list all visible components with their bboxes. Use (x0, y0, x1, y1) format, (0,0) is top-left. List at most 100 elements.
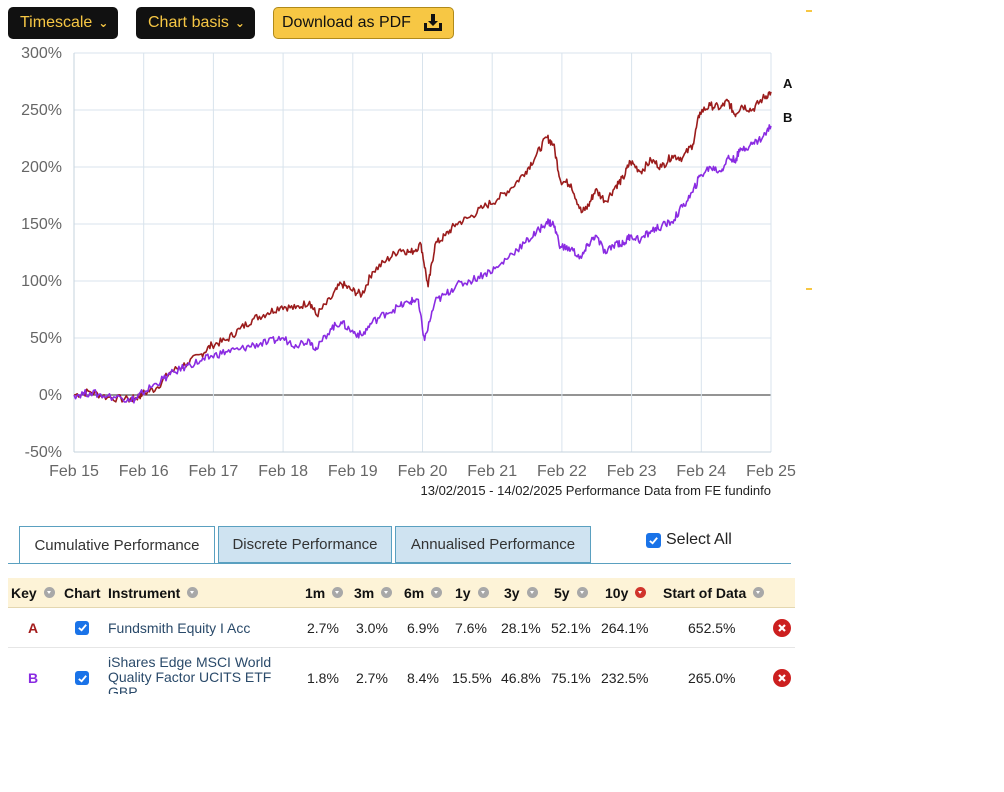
remove-icon (773, 618, 791, 637)
select-all-label: Select All (666, 531, 732, 548)
instrument-line: iShares Edge MSCI World (108, 654, 272, 670)
tab-label: Discrete Performance (232, 536, 378, 553)
x-tick-label: Feb 20 (398, 463, 448, 480)
chart-checkbox[interactable] (75, 620, 89, 635)
y-tick-label: 0% (39, 387, 62, 404)
x-tick-label: Feb 24 (676, 463, 726, 480)
row-key: B (28, 670, 39, 686)
check-icon (77, 674, 87, 683)
row-5y: 52.1% (551, 619, 591, 636)
chart-checkbox[interactable] (75, 671, 89, 685)
header-5y[interactable]: 5y (554, 578, 588, 607)
remove-icon (773, 669, 791, 687)
performance-chart: 300%250%200%150%100%50%0%-50% Feb 15 Feb … (21, 45, 796, 498)
row-instrument-link[interactable]: iShares Edge MSCI World Quality Factor U… (108, 654, 272, 695)
series-line-b (73, 124, 772, 404)
tab-divider (8, 563, 791, 564)
header-1y[interactable]: 1y (455, 578, 489, 607)
tab-discrete-performance[interactable]: Discrete Performance (218, 526, 392, 563)
sort-icon (381, 587, 393, 598)
x-tick-label: Feb 17 (188, 463, 238, 480)
chevron-down-icon: ⌄ (98, 16, 109, 30)
remove-row-button[interactable] (773, 608, 791, 647)
select-all-checkbox[interactable] (646, 532, 661, 548)
sort-icon (431, 587, 443, 598)
tab-cumulative-performance[interactable]: Cumulative Performance (19, 526, 215, 563)
row-5y: 75.1% (551, 670, 591, 686)
row-1m: 1.8% (307, 670, 339, 686)
header-1m[interactable]: 1m (305, 578, 344, 607)
check-icon (649, 536, 658, 545)
header-6m[interactable]: 6m (404, 578, 443, 607)
x-tick-label: Feb 22 (537, 463, 587, 480)
download-pdf-label: Download as PDF (282, 14, 411, 31)
y-axis-labels: 300% 250% 200% 150% 100% 50% 0% -50% (21, 45, 62, 461)
instrument-line: Quality Factor UCITS ETF (108, 669, 272, 685)
x-tick-label: Feb 18 (258, 463, 308, 480)
sort-active-icon (635, 587, 647, 598)
table-row: A Fundsmith Equity I Acc 2.7% 3.0% 6.9% … (8, 608, 795, 648)
chart-basis-button[interactable]: Chart basis ⌄ (136, 7, 255, 39)
row-1m: 2.7% (307, 619, 339, 636)
table-row: B iShares Edge MSCI World Quality Factor… (8, 648, 795, 694)
timescale-button[interactable]: Timescale ⌄ (8, 7, 119, 39)
sort-icon (753, 587, 765, 598)
x-tick-label: Feb 19 (328, 463, 378, 480)
remove-row-button[interactable] (773, 658, 791, 694)
instrument-line: GBP (108, 684, 138, 695)
row-6m: 8.4% (407, 670, 439, 686)
y-tick-label: 200% (21, 159, 62, 176)
download-icon (423, 14, 442, 31)
header-10y[interactable]: 10y (605, 578, 647, 607)
row-chart-toggle[interactable] (75, 658, 89, 694)
row-3m: 2.7% (356, 670, 388, 686)
sort-icon (526, 587, 538, 598)
x-tick-label: Feb 16 (119, 463, 169, 480)
download-pdf-button[interactable]: Download as PDF (273, 7, 454, 39)
x-tick-label: Feb 23 (607, 463, 657, 480)
chart-basis-label: Chart basis (148, 14, 229, 31)
sort-icon (477, 587, 489, 598)
header-instrument[interactable]: Instrument (108, 578, 199, 607)
timescale-label: Timescale (20, 14, 93, 31)
header-3y[interactable]: 3y (504, 578, 538, 607)
x-tick-label: Feb 15 (49, 463, 99, 480)
series-line-a (73, 91, 772, 403)
header-3m[interactable]: 3m (354, 578, 393, 607)
sort-icon (332, 587, 344, 598)
select-all-control[interactable]: Select All (646, 531, 732, 549)
header-start-of-data[interactable]: Start of Data (663, 578, 765, 607)
row-3m: 3.0% (356, 619, 388, 636)
clipped-edge-mark (806, 10, 812, 12)
x-tick-label: Feb 21 (467, 463, 517, 480)
chevron-down-icon: ⌄ (234, 16, 245, 30)
tab-label: Annualised Performance (410, 536, 576, 553)
row-start-of-data: 652.5% (688, 619, 736, 636)
x-tick-label: Feb 25 (746, 463, 796, 480)
row-key: A (28, 619, 39, 636)
series-key-b: B (783, 110, 792, 125)
sort-icon (187, 587, 199, 598)
y-tick-label: 300% (21, 45, 62, 62)
row-chart-toggle[interactable] (75, 608, 89, 647)
header-key[interactable]: Key (11, 578, 55, 607)
row-1y: 15.5% (452, 670, 492, 686)
series-key-a: A (783, 76, 793, 91)
y-tick-label: 150% (21, 216, 62, 233)
chart-footnote: 13/02/2015 - 14/02/2025 Performance Data… (421, 483, 772, 498)
row-1y: 7.6% (455, 619, 487, 636)
series-keys: AB (783, 76, 793, 125)
row-6m: 6.9% (407, 619, 439, 636)
row-start-of-data: 265.0% (688, 670, 736, 686)
y-tick-label: -50% (25, 444, 62, 461)
row-3y: 46.8% (501, 670, 541, 686)
x-axis-labels: Feb 15 Feb 16 Feb 17 Feb 18 Feb 19 Feb 20 Feb … (49, 463, 796, 480)
tab-annualised-performance[interactable]: Annualised Performance (395, 526, 591, 563)
row-3y: 28.1% (501, 619, 541, 636)
check-icon (77, 624, 87, 632)
tab-label: Cumulative Performance (34, 536, 200, 554)
y-tick-label: 100% (21, 273, 62, 290)
row-instrument-link[interactable]: Fundsmith Equity I Acc (108, 619, 251, 636)
y-tick-label: 250% (21, 102, 62, 119)
y-tick-label: 50% (30, 330, 62, 347)
